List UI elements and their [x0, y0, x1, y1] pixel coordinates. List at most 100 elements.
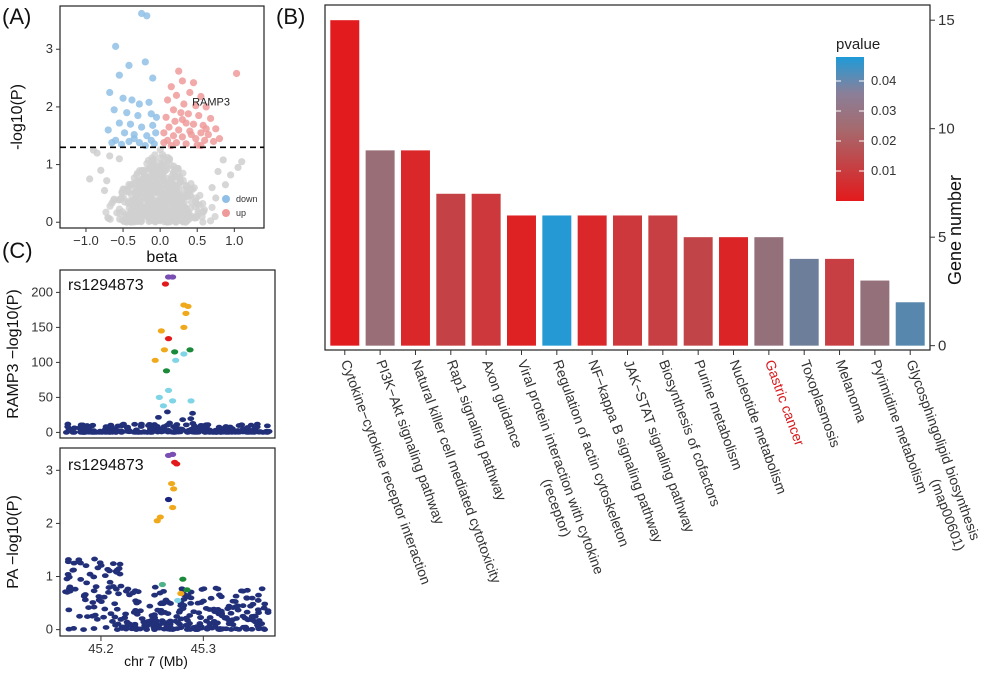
- ns-point: [179, 212, 187, 220]
- snp-point: [91, 612, 99, 618]
- ns-point: [97, 166, 105, 174]
- bar: [400, 150, 430, 346]
- y-tick-label: 0: [46, 424, 53, 439]
- y-tick-label: 200: [31, 284, 53, 299]
- legend-label-up: up: [236, 208, 246, 218]
- ld-snp-point: [180, 351, 188, 357]
- snp-point: [80, 592, 88, 598]
- x-tick-label: 45.3: [191, 641, 216, 656]
- up-point: [197, 129, 205, 137]
- ld-snp-point: [161, 281, 170, 287]
- snp-point: [256, 429, 263, 435]
- x-tick-label: −1.0: [73, 233, 99, 248]
- ld-snp-point: [180, 324, 188, 330]
- snp-point: [66, 584, 74, 590]
- ld-snp-point: [155, 394, 163, 400]
- snp-point: [76, 613, 83, 619]
- ns-point: [140, 208, 148, 216]
- snp-point: [71, 586, 79, 592]
- top-snp-label-2: rs1294873: [68, 457, 144, 474]
- panel-label-b: (B): [276, 4, 305, 29]
- bar: [506, 215, 536, 346]
- ns-point: [155, 163, 163, 171]
- y-tick-label: 10: [938, 121, 955, 138]
- snp-point: [247, 422, 255, 428]
- snp-point: [77, 422, 85, 428]
- ns-point: [172, 164, 180, 172]
- snp-point: [195, 610, 203, 616]
- down-point: [143, 132, 151, 140]
- y-tick-label: 50: [39, 389, 53, 404]
- up-point: [163, 96, 172, 104]
- snp-point: [203, 618, 210, 624]
- y-tick-label: 0: [938, 338, 946, 355]
- up-point: [162, 113, 170, 121]
- snp-point: [170, 424, 177, 430]
- snp-point: [176, 621, 183, 627]
- volcano-legend: down up: [222, 194, 258, 218]
- ramp3-y-label: RAMP3 −log10(P): [5, 289, 22, 418]
- ns-point: [135, 196, 144, 204]
- snp-point: [227, 627, 235, 632]
- down-point: [115, 71, 123, 79]
- up-point: [165, 123, 173, 131]
- up-point: [232, 69, 241, 78]
- ns-point: [131, 213, 139, 221]
- snp-point: [197, 615, 204, 620]
- snp-point: [177, 603, 185, 608]
- ns-point: [106, 152, 114, 160]
- down-point: [119, 94, 127, 102]
- snp-point: [109, 619, 116, 624]
- snp-point: [235, 423, 243, 428]
- snp-point: [247, 603, 254, 609]
- up-point: [186, 88, 194, 97]
- bar: [542, 215, 572, 346]
- down-point: [134, 111, 142, 120]
- ns-point: [119, 208, 127, 216]
- pa-y-label: PA −log10(P): [5, 495, 22, 589]
- up-point: [160, 129, 168, 137]
- ld-snp-point: [182, 310, 190, 316]
- snp-point: [254, 624, 262, 630]
- snp-point: [255, 592, 262, 598]
- ns-point: [164, 156, 172, 164]
- ns-point: [157, 185, 165, 193]
- snp-point: [233, 616, 240, 621]
- ns-point: [206, 217, 215, 225]
- ns-point: [138, 183, 146, 192]
- snp-point: [158, 610, 165, 616]
- snp-point: [101, 573, 109, 579]
- ns-point: [100, 186, 109, 195]
- bar: [365, 150, 395, 346]
- snp-point: [155, 414, 162, 420]
- bars: [330, 20, 925, 346]
- bar: [471, 193, 501, 346]
- y-tick-label: 0: [46, 622, 53, 637]
- ld-snp-point: [186, 347, 194, 353]
- down-point: [108, 139, 116, 147]
- snp-point: [117, 617, 125, 622]
- ns-point: [89, 146, 97, 154]
- colorbar-tick-label: 0.03: [871, 103, 896, 118]
- ns-point: [152, 189, 160, 197]
- bar: [895, 302, 925, 346]
- ns-point: [214, 167, 222, 176]
- snp-point: [90, 604, 98, 610]
- snp-point: [124, 424, 131, 430]
- snp-point: [95, 594, 103, 599]
- snp-point: [248, 626, 256, 632]
- snp-point: [80, 627, 87, 633]
- snp-point: [204, 422, 212, 428]
- down-point: [135, 139, 143, 147]
- snp-point: [112, 586, 120, 592]
- snp-point: [169, 429, 177, 435]
- snp-point: [211, 621, 219, 627]
- ns-point: [128, 206, 136, 214]
- snp-point: [90, 626, 98, 631]
- snp-point: [159, 601, 167, 607]
- bar: [577, 215, 607, 346]
- snp-point: [109, 561, 117, 567]
- ns-point: [173, 198, 181, 207]
- snp-point: [100, 594, 108, 600]
- snp-point: [232, 593, 240, 599]
